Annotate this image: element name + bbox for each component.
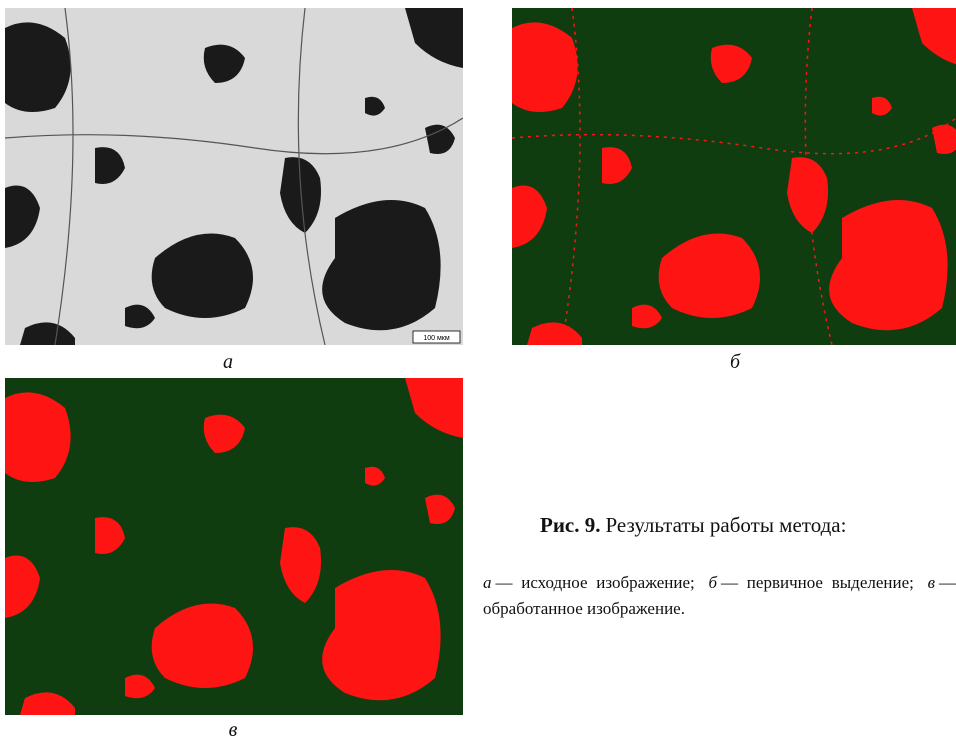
page: {"figure": { "panels": [ {"label": "а", … [0, 0, 956, 742]
figure-page: 100 мкм а б в Рис. 9.Результаты работы м… [0, 0, 956, 742]
scale-bar-label: 100 мкм [423, 335, 449, 342]
segmentation-processed [5, 378, 463, 715]
panel-label: б [715, 351, 755, 374]
segmentation-primary [512, 8, 956, 345]
caption-description: а— исходное изображение; б— первичное вы… [483, 570, 956, 622]
item-text: — первичное выделение; [721, 573, 914, 592]
item-letter: б [708, 573, 717, 592]
item-letter: в [928, 573, 935, 592]
item-letter: а [483, 573, 492, 592]
figure-title: Результаты работы метода: [606, 513, 847, 537]
panel-label: в [213, 719, 253, 742]
caption-title: Рис. 9.Результаты работы метода: [540, 513, 846, 538]
item-text: — исходное изображение; [496, 573, 695, 592]
figure-number: Рис. 9. [540, 513, 601, 537]
micrograph: 100 мкм [5, 8, 463, 345]
panel-label: а [208, 351, 248, 374]
